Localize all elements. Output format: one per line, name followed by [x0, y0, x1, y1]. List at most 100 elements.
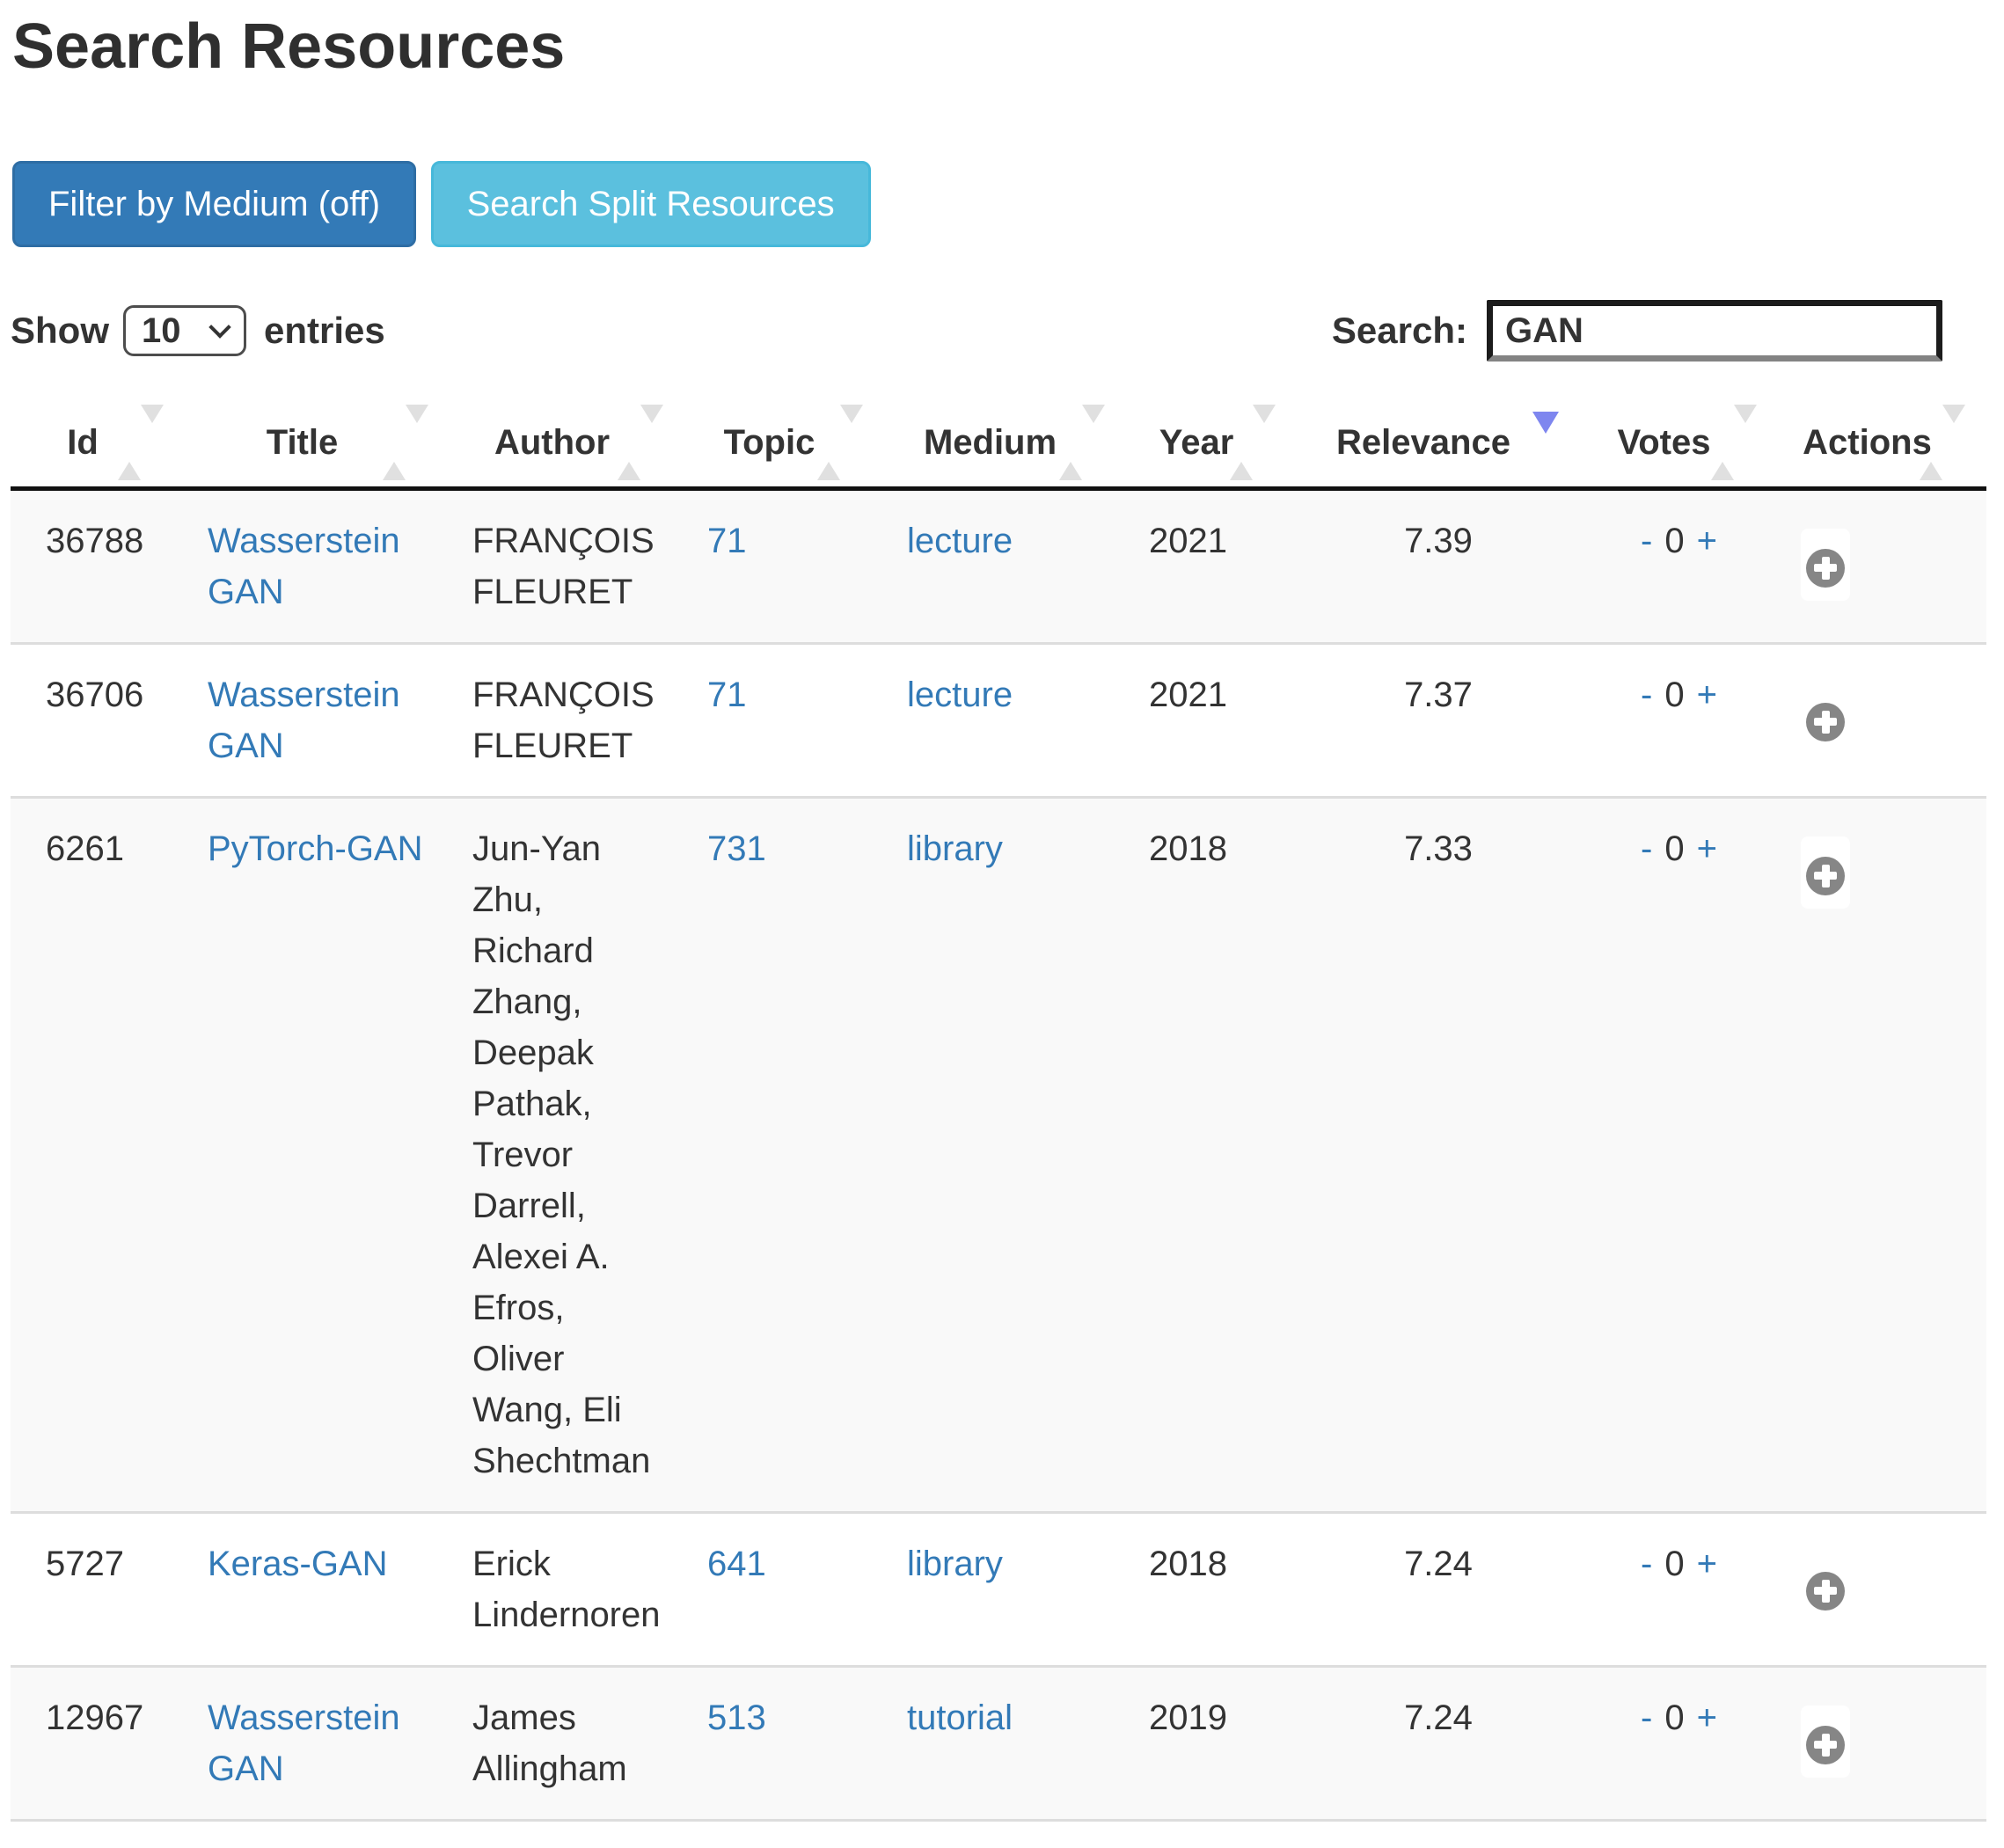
column-header-actions[interactable]: Actions — [1778, 398, 1986, 492]
resource-id: 36788 — [11, 488, 185, 646]
resource-year: 2018 — [1126, 1512, 1297, 1669]
sort-desc-icon — [1532, 412, 1559, 473]
column-header-year[interactable]: Year — [1126, 398, 1297, 492]
plus-circle-icon — [1806, 1725, 1845, 1764]
votes-cell: -0 + — [1580, 1512, 1778, 1669]
plus-circle-icon — [1806, 856, 1845, 895]
column-header-author[interactable]: Author — [450, 398, 684, 492]
topic-link[interactable]: 513 — [707, 1698, 766, 1738]
vote-up-link[interactable]: + — [1696, 676, 1717, 715]
resource-relevance: 7.33 — [1297, 797, 1580, 1515]
search-input[interactable] — [1487, 300, 1942, 362]
resource-title-link[interactable]: Wasserstein GAN — [208, 522, 400, 612]
medium-link[interactable]: lecture — [907, 676, 1013, 715]
vote-up-link[interactable]: + — [1696, 522, 1717, 561]
add-resource-button[interactable] — [1801, 529, 1850, 602]
vote-down-link[interactable]: - — [1641, 1545, 1653, 1584]
resource-title-link[interactable]: Wasserstein GAN — [208, 676, 400, 766]
entries-select[interactable]: 10 — [123, 305, 246, 357]
sort-icon — [1711, 405, 1757, 481]
resource-year: 2021 — [1126, 488, 1297, 646]
sort-icon — [1230, 405, 1276, 481]
plus-circle-icon — [1806, 1571, 1845, 1611]
resource-title-link[interactable]: PyTorch-GAN — [208, 829, 423, 869]
resource-title-link[interactable]: Wasserstein GAN — [208, 1698, 400, 1789]
search-resources-page: Search Resources Filter by Medium (off) … — [0, 11, 2004, 1822]
vote-count: 0 — [1664, 676, 1685, 715]
filter-by-medium-button[interactable]: Filter by Medium (off) — [12, 161, 417, 248]
vote-count: 0 — [1664, 522, 1685, 561]
vote-count: 0 — [1664, 1545, 1685, 1584]
table-row: 5727 Keras-GAN Erick Lindernoren 641 lib… — [11, 1512, 1986, 1669]
resource-author: Erick Lindernoren — [450, 1512, 684, 1669]
vote-up-link[interactable]: + — [1696, 1698, 1717, 1738]
resources-table: Id Title Author Topic Medium Year Releva… — [11, 398, 1986, 1822]
column-header-relevance[interactable]: Relevance — [1297, 398, 1580, 492]
votes-cell: -0 + — [1580, 797, 1778, 1515]
resource-id: 36706 — [11, 643, 185, 800]
entries-label: entries — [264, 310, 385, 352]
resource-relevance: 7.39 — [1297, 488, 1580, 646]
add-resource-button[interactable] — [1801, 1552, 1850, 1625]
medium-link[interactable]: library — [907, 1545, 1003, 1584]
medium-link[interactable]: tutorial — [907, 1698, 1013, 1738]
search-label: Search: — [1331, 310, 1467, 352]
topic-link[interactable]: 641 — [707, 1545, 766, 1584]
vote-up-link[interactable]: + — [1696, 829, 1717, 869]
search-control: Search: — [1332, 300, 1986, 362]
add-resource-button[interactable] — [1801, 683, 1850, 756]
medium-link[interactable]: lecture — [907, 522, 1013, 561]
resource-title-link[interactable]: Keras-GAN — [208, 1545, 388, 1584]
sort-icon — [118, 405, 164, 481]
sort-icon — [618, 405, 663, 481]
table-row: 36788 Wasserstein GAN FRANÇOIS FLEURET 7… — [11, 488, 1986, 646]
sort-icon — [383, 405, 428, 481]
table-controls: Show 10 entries Search: — [11, 300, 1986, 362]
vote-down-link[interactable]: - — [1641, 1698, 1653, 1738]
column-header-votes[interactable]: Votes — [1580, 398, 1778, 492]
resource-author: FRANÇOIS FLEURET — [450, 643, 684, 800]
resource-id: 12967 — [11, 1666, 185, 1822]
vote-down-link[interactable]: - — [1641, 676, 1653, 715]
topic-link[interactable]: 731 — [707, 829, 766, 869]
add-resource-button[interactable] — [1801, 836, 1850, 909]
chevron-down-icon — [208, 316, 231, 339]
vote-down-link[interactable]: - — [1641, 829, 1653, 869]
table-row: 12967 Wasserstein GAN James Allingham 51… — [11, 1666, 1986, 1822]
plus-circle-icon — [1806, 702, 1845, 741]
vote-count: 0 — [1664, 829, 1685, 869]
resource-relevance: 7.24 — [1297, 1512, 1580, 1669]
sort-icon — [1059, 405, 1105, 481]
vote-up-link[interactable]: + — [1696, 1545, 1717, 1584]
resource-author: Jun-Yan Zhu, Richard Zhang, Deepak Patha… — [450, 797, 684, 1515]
table-row: 6261 PyTorch-GAN Jun-Yan Zhu, Richard Zh… — [11, 797, 1986, 1515]
add-resource-button[interactable] — [1801, 1706, 1850, 1779]
topic-link[interactable]: 71 — [707, 676, 747, 715]
resource-author: James Allingham — [450, 1666, 684, 1822]
topic-link[interactable]: 71 — [707, 522, 747, 561]
search-split-resources-button[interactable]: Search Split Resources — [430, 161, 871, 248]
page-title: Search Resources — [12, 11, 566, 82]
table-row: 36706 Wasserstein GAN FRANÇOIS FLEURET 7… — [11, 643, 1986, 800]
votes-cell: -0 + — [1580, 1666, 1778, 1822]
column-header-medium[interactable]: Medium — [884, 398, 1126, 492]
sort-icon — [1920, 405, 1965, 481]
medium-link[interactable]: library — [907, 829, 1003, 869]
column-header-id[interactable]: Id — [11, 398, 185, 492]
plus-circle-icon — [1806, 548, 1845, 588]
entries-select-value: 10 — [142, 310, 181, 350]
column-header-topic[interactable]: Topic — [684, 398, 884, 492]
resource-id: 5727 — [11, 1512, 185, 1669]
resource-year: 2019 — [1126, 1666, 1297, 1822]
show-label: Show — [11, 310, 109, 352]
column-header-title[interactable]: Title — [185, 398, 450, 492]
vote-down-link[interactable]: - — [1641, 522, 1653, 561]
sort-icon — [817, 405, 863, 481]
resource-relevance: 7.24 — [1297, 1666, 1580, 1822]
votes-cell: -0 + — [1580, 488, 1778, 646]
toolbar: Filter by Medium (off) Search Split Reso… — [12, 161, 1993, 248]
resource-id: 6261 — [11, 797, 185, 1515]
resource-year: 2018 — [1126, 797, 1297, 1515]
header-row: Id Title Author Topic Medium Year Releva… — [11, 398, 1986, 492]
resource-relevance: 7.37 — [1297, 643, 1580, 800]
